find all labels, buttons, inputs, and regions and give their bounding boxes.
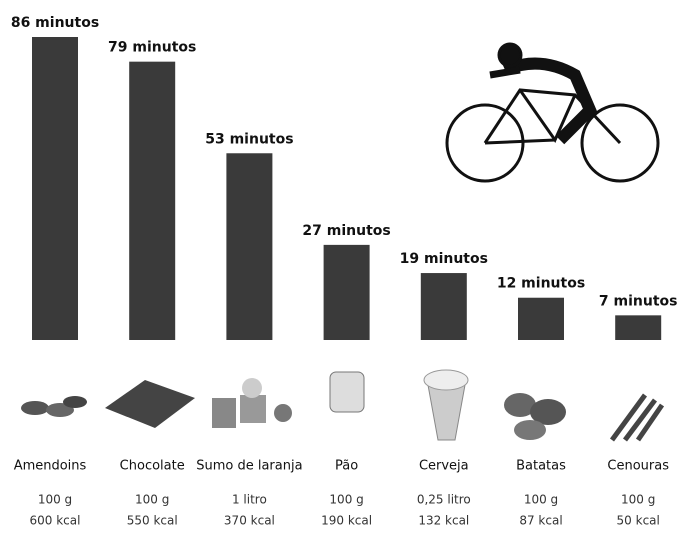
category-label: Pão — [335, 459, 358, 474]
food-icons — [21, 369, 665, 442]
value-label: 19 minutos — [400, 251, 488, 267]
value-label: 12 minutos — [497, 276, 585, 292]
quantity-label: 100 g — [524, 493, 558, 507]
value-label: 27 minutos — [302, 223, 390, 239]
category-label: Sumo de laranja — [196, 459, 302, 474]
value-label: 79 minutos — [108, 40, 196, 56]
quantity-label: 100 g — [329, 493, 363, 507]
bar — [323, 244, 370, 340]
calories-label: 550 kcal — [127, 514, 178, 528]
quantity-label: 100 g — [135, 493, 169, 507]
category-label: Batatas — [516, 459, 566, 474]
calories-label: 132 kcal — [418, 514, 469, 528]
category-label: Chocolate — [120, 459, 185, 474]
bar — [420, 273, 467, 340]
value-label: 7 minutos — [599, 293, 678, 309]
calories-label: 87 kcal — [519, 514, 562, 528]
value-label: 86 minutos — [11, 15, 99, 31]
quantity-label: 100 g — [621, 493, 655, 507]
quantity-label: 1 litro — [232, 493, 267, 507]
calories-label: 370 kcal — [224, 514, 275, 528]
category-label: Amendoins — [14, 459, 87, 474]
value-label: 53 minutos — [205, 131, 293, 147]
calories-label: 190 kcal — [321, 514, 372, 528]
bar — [32, 37, 78, 340]
calories-label: 600 kcal — [30, 514, 81, 528]
quantity-label: 100 g — [38, 493, 72, 507]
bar — [129, 61, 176, 341]
bar — [226, 153, 273, 340]
bar — [518, 297, 564, 340]
cyclist-illustration — [445, 42, 660, 183]
category-label: Cerveja — [419, 459, 469, 474]
quantity-label: 0,25 litro — [417, 493, 471, 507]
category-label: Cenouras — [607, 459, 669, 474]
bar — [615, 315, 662, 340]
calories-label: 50 kcal — [617, 514, 660, 528]
